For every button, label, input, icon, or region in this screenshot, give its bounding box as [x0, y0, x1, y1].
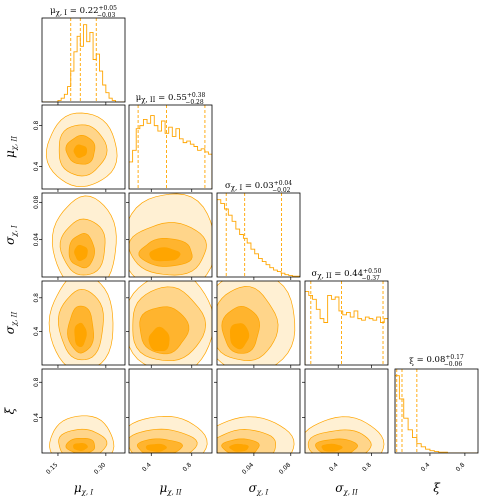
panel-s2-s2: [304, 280, 389, 368]
panel-mu1-s2: [39, 280, 126, 368]
panel-frame: [128, 368, 213, 454]
panel-s2-xi: [302, 368, 389, 456]
panel-frame: [128, 280, 213, 366]
panel-mu2-mu2: [128, 104, 213, 192]
y-tick-label-mu2-1: 0.8: [33, 121, 40, 131]
contour-mu1-s2-level-3: [74, 322, 87, 348]
panel-frame: [216, 368, 301, 454]
panel-mu1-s1: [39, 192, 126, 280]
axis-label-mu1-x: μχ, I: [74, 481, 94, 497]
panel-frame: [41, 192, 126, 278]
x-tick-label-s1-0: 0.04: [241, 461, 256, 476]
y-tick-label-s1-0: 0.04: [33, 233, 40, 247]
panel-mu2-s1: [126, 192, 213, 280]
axis-label-s1-x: σχ, I: [249, 481, 269, 497]
panel-frame: [216, 192, 301, 278]
x-tick-label-xi-1: 0.8: [455, 461, 467, 473]
panel-s1-xi: [214, 368, 301, 456]
x-tick-label-mu1-1: 0.30: [93, 461, 108, 476]
axis-label-xi-y: ξ: [3, 406, 17, 414]
contour-mu2-s2-level-3: [148, 326, 170, 352]
panel-frame: [41, 104, 126, 190]
panel-s1-s2: [214, 280, 301, 368]
y-tick-label-s2-1: 0.8: [33, 293, 40, 303]
histogram-mu1: [42, 24, 125, 102]
contour-mu2-xi-level-3: [145, 443, 167, 452]
panel-title-s2: σχ, II = 0.44+0.50 −0.37: [312, 268, 382, 282]
y-tick-label-xi-0: 0.4: [33, 413, 40, 423]
contour-mu2-s1-level-3: [149, 247, 181, 262]
panel-mu1-mu1: [41, 17, 126, 105]
panel-s1-s1: [216, 192, 301, 280]
contour-s1-xi-level-3: [229, 443, 249, 452]
histogram-mu2: [129, 115, 212, 189]
panel-title-s1: σχ, I = 0.03+0.04 −0.02: [225, 180, 292, 194]
contour-mu1-xi-level-3: [73, 443, 88, 451]
contour-mu1-s1-level-3: [74, 244, 88, 261]
x-tick-label-mu1-0: 0.15: [45, 461, 60, 476]
panel-frame: [394, 368, 479, 454]
axis-label-s2-x: σχ, II: [335, 481, 358, 497]
panel-frame: [304, 368, 389, 454]
panel-title-mu1: μχ, I = 0.22+0.05 −0.03: [50, 5, 117, 19]
contour-mu1-mu2-level-3: [73, 144, 88, 158]
panel-mu2-xi: [126, 368, 213, 456]
x-tick-label-mu2-0: 0.4: [141, 461, 153, 473]
contour-s2-xi-level-3: [321, 443, 343, 452]
x-tick-label-s2-0: 0.4: [328, 461, 340, 473]
axis-label-mu2-x: μχ, II: [159, 481, 181, 497]
panel-mu2-s2: [126, 280, 213, 368]
panel-mu1-mu2: [39, 104, 126, 192]
axis-label-mu2-y: μχ, II: [3, 136, 19, 158]
y-tick-label-s2-0: 0.4: [33, 326, 40, 336]
x-tick-label-s1-1: 0.08: [278, 461, 293, 476]
x-tick-label-s2-1: 0.8: [361, 461, 373, 473]
panel-mu1-xi: [39, 368, 126, 456]
y-tick-label-xi-1: 0.8: [33, 377, 40, 387]
axis-label-xi-x: ξ: [433, 481, 441, 495]
x-tick-label-xi-0: 0.4: [420, 461, 432, 473]
axis-label-s2-y: σχ, II: [3, 312, 19, 335]
panel-frame: [128, 104, 213, 190]
axis-label-s1-y: σχ, I: [3, 225, 19, 245]
x-tick-label-mu2-1: 0.8: [181, 461, 193, 473]
y-tick-label-mu2-0: 0.4: [33, 162, 40, 172]
panel-frame: [216, 280, 301, 366]
panel-frame: [41, 280, 126, 366]
panel-title-mu2: μχ, II = 0.55+0.38 −0.28: [136, 92, 206, 106]
panel-frame: [304, 280, 389, 366]
histogram-s1: [217, 199, 300, 277]
contour-s1-s2-level-3: [229, 323, 250, 350]
panel-xi-xi: [394, 368, 479, 456]
histogram-s2: [305, 291, 388, 365]
panel-frame: [128, 192, 213, 278]
panel-frame: [41, 17, 126, 103]
panel-frame: [41, 368, 126, 454]
panel-title-xi: ξ = 0.08+0.17 −0.06: [409, 354, 464, 368]
histogram-xi: [395, 375, 478, 453]
y-tick-label-s1-1: 0.08: [33, 195, 40, 209]
